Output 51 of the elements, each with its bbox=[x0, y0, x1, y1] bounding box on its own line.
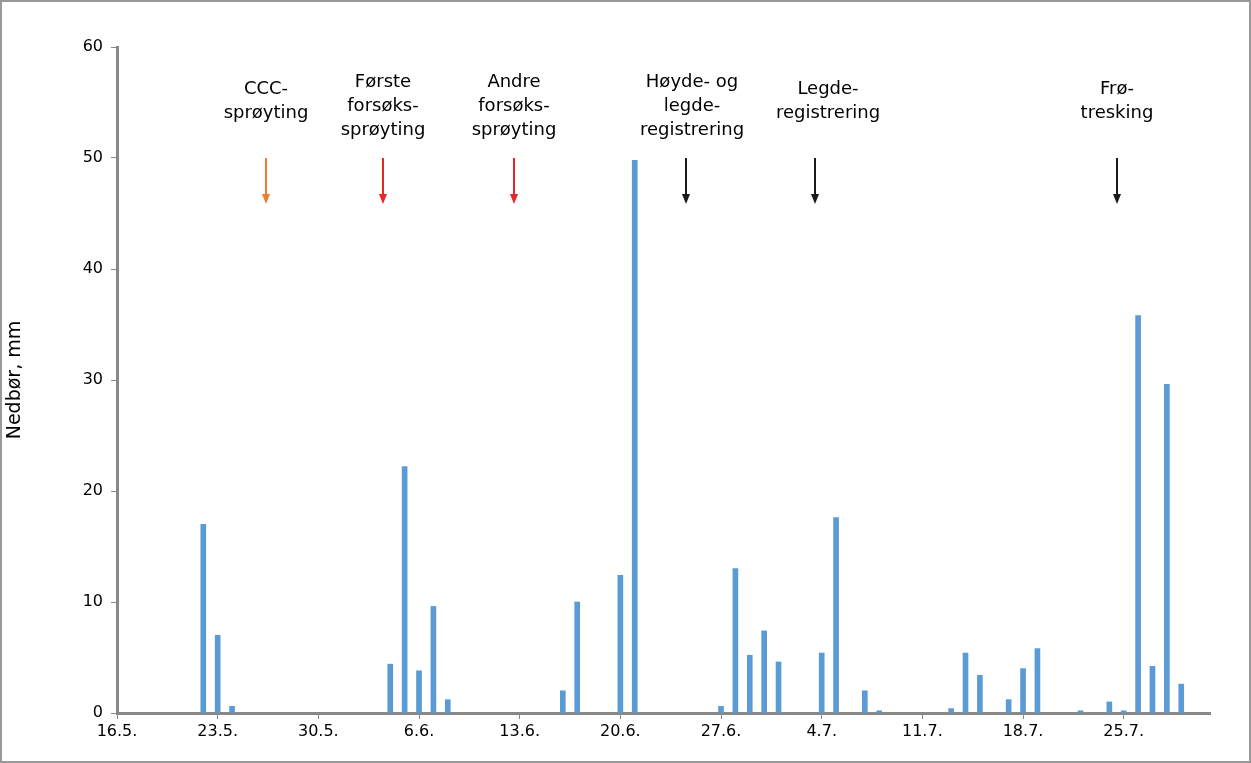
bar bbox=[761, 630, 767, 713]
bar bbox=[229, 706, 235, 713]
x-tick-label: 25.7. bbox=[1103, 720, 1145, 740]
bar bbox=[214, 634, 221, 713]
x-tick-label: 23.5. bbox=[197, 720, 239, 740]
x-tick-label: 30.5. bbox=[297, 720, 339, 740]
bar bbox=[718, 706, 724, 713]
x-tick-label: 13.6. bbox=[499, 720, 541, 740]
bar bbox=[1106, 701, 1113, 713]
bar bbox=[416, 670, 422, 713]
y-tick-label: 50 bbox=[82, 147, 103, 167]
annotation: Legde- registrering bbox=[775, 77, 881, 122]
bar bbox=[444, 699, 451, 713]
bar bbox=[574, 601, 581, 713]
annotation: Frø- tresking bbox=[1080, 77, 1154, 122]
bar bbox=[387, 663, 394, 713]
x-tick-label: 16.5. bbox=[96, 720, 138, 740]
bar bbox=[746, 654, 753, 713]
x-tick-label: 18.7. bbox=[1002, 720, 1044, 740]
bar bbox=[631, 159, 638, 713]
bar bbox=[948, 708, 954, 713]
x-tick-label: 20.6. bbox=[600, 720, 641, 740]
bar bbox=[862, 690, 868, 713]
bar bbox=[977, 674, 983, 713]
y-tick-label: 20 bbox=[82, 480, 103, 500]
x-tick-label: 11.7. bbox=[902, 720, 943, 740]
bar bbox=[1178, 683, 1185, 713]
bar bbox=[1005, 699, 1012, 713]
bar bbox=[833, 517, 839, 713]
annotation: Høyde- og legde- registrering bbox=[639, 70, 745, 139]
x-tick-label: 27.6. bbox=[700, 720, 742, 740]
bar bbox=[818, 652, 825, 713]
y-tick-label: 0 bbox=[92, 702, 103, 722]
y-axis-title: Nedbør, mm bbox=[2, 320, 25, 440]
bar bbox=[1164, 384, 1170, 713]
annotation: CCC- sprøyting bbox=[223, 77, 309, 122]
y-tick-label: 10 bbox=[82, 591, 103, 611]
y-tick-label: 60 bbox=[82, 36, 103, 56]
bar bbox=[1020, 668, 1026, 713]
annotation: Andre forsøks- sprøyting bbox=[471, 70, 557, 139]
bar bbox=[200, 523, 207, 713]
annotation: Første forsøks- sprøyting bbox=[340, 70, 426, 139]
bar bbox=[560, 690, 566, 713]
bar bbox=[876, 710, 883, 713]
bar bbox=[1135, 315, 1141, 713]
y-tick-label: 40 bbox=[82, 258, 103, 278]
bar bbox=[1120, 710, 1127, 713]
x-tick-label: 4.7. bbox=[806, 720, 837, 740]
y-tick-label: 30 bbox=[82, 369, 103, 389]
x-tick-label: 6.6. bbox=[403, 720, 435, 740]
bar bbox=[1077, 710, 1084, 713]
